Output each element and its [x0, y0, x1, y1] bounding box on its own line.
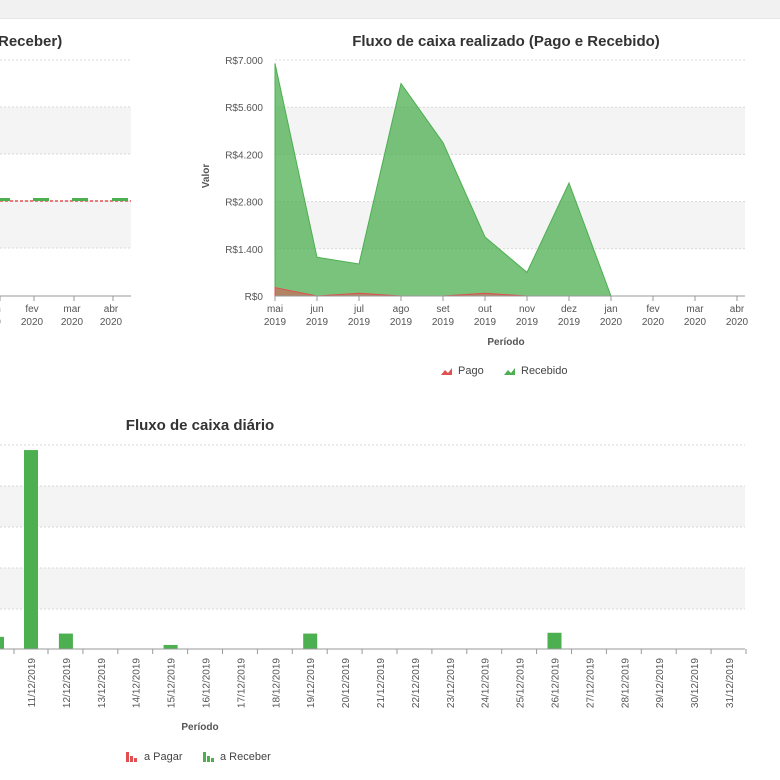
diario-x-tick-label: 28/12/2019 [620, 658, 631, 708]
bar-a-receber [303, 633, 318, 649]
realizado-x-tick-year: 2019 [390, 317, 413, 328]
diario-x-tick-label: 16/12/2019 [202, 658, 213, 708]
left-x-tick-month: mar [63, 304, 81, 315]
left-x-tick-year: 2020 [61, 317, 84, 328]
diario-chart-title: Fluxo de caixa diário [126, 417, 274, 434]
diario-x-tick-label: 13/12/2019 [97, 658, 108, 708]
realizado-x-tick-year: 2019 [264, 317, 287, 328]
realizado-chart: Fluxo de caixa realizado (Pago e Recebid… [201, 33, 749, 377]
left-x-tick-month: abr [104, 304, 119, 315]
bar-a-receber [24, 450, 38, 649]
diario-x-tick-label: 21/12/2019 [376, 658, 387, 708]
left-x-tick-year: 2020 [100, 317, 123, 328]
realizado-x-tick-month: dez [561, 304, 577, 315]
diario-chart-band [0, 568, 745, 609]
legend-label-a-receber: a Receber [220, 751, 271, 763]
bar-a-receber [58, 633, 73, 649]
diario-x-tick-label: 29/12/2019 [655, 658, 666, 708]
left-partial-chart: Receber) n 0 fev 2020 mar 2020 abr 2020 [0, 33, 131, 328]
realizado-x-tick-year: 2019 [348, 317, 371, 328]
realizado-x-tick-year: 2020 [726, 317, 749, 328]
diario-x-tick-label: 19/12/2019 [306, 658, 317, 708]
diario-gridlines [0, 444, 745, 610]
bar-a-receber [163, 644, 178, 649]
legend-label-recebido: Recebido [521, 365, 567, 377]
realizado-x-tick-month: abr [730, 304, 745, 315]
realizado-x-tick-year: 2020 [684, 317, 707, 328]
realizado-x-axis-title: Período [487, 337, 524, 348]
left-x-tick-month: n [0, 304, 1, 315]
left-chart-title: Receber) [0, 33, 62, 50]
realizado-x-tick-month: jun [309, 304, 323, 315]
diario-x-tick-label: 22/12/2019 [411, 658, 422, 708]
area-legend-icon [504, 368, 515, 375]
diario-x-tick-label: 14/12/2019 [132, 658, 143, 708]
left-chart-receber-marks [0, 198, 128, 201]
realizado-x-tick-month: fev [646, 304, 659, 315]
realizado-x-tick-month: out [478, 304, 492, 315]
realizado-y-tick: R$4.200 [225, 150, 263, 161]
diario-x-tick-label: 20/12/2019 [341, 658, 352, 708]
left-x-tick-year: 0 [0, 317, 1, 328]
realizado-x-tick-year: 2019 [474, 317, 497, 328]
legend-label-a-pagar: a Pagar [144, 751, 183, 763]
realizado-x-tick-year: 2020 [642, 317, 665, 328]
realizado-x-tick-month: nov [519, 304, 535, 315]
legend-label-pago: Pago [458, 365, 484, 377]
legend-item-pago[interactable]: Pago [441, 365, 484, 377]
diario-x-tick-label: 26/12/2019 [551, 658, 562, 708]
realizado-y-tick: R$5.600 [225, 103, 263, 114]
realizado-x-tick-year: 2019 [432, 317, 455, 328]
bar-legend-icon [203, 752, 214, 762]
bar-legend-icon [126, 752, 137, 762]
realizado-legend: Pago Recebido [441, 365, 567, 377]
diario-x-tick-label: 30/12/2019 [690, 658, 701, 708]
diario-x-tick-label: 18/12/2019 [271, 658, 282, 708]
diario-chart: Fluxo de caixa diário 11/12/2019 12/12/20… [0, 417, 747, 763]
realizado-x-tick-month: jan [603, 304, 617, 315]
diario-x-tick-label: 15/12/2019 [167, 658, 178, 708]
left-x-tick-year: 2020 [21, 317, 44, 328]
realizado-y-tick: R$7.000 [225, 56, 263, 67]
realizado-x-tick-month: mai [267, 304, 283, 315]
diario-x-tick-label: 23/12/2019 [446, 658, 457, 708]
diario-x-tick-label: 27/12/2019 [585, 658, 596, 708]
left-chart-band [0, 107, 131, 154]
realizado-x-tick-month: set [436, 304, 450, 315]
realizado-x-tick-year: 2019 [516, 317, 539, 328]
realizado-band [275, 107, 745, 155]
bar-a-receber [547, 632, 562, 649]
realizado-y-tick: R$2.800 [225, 198, 263, 209]
realizado-y-tick: R$0 [245, 292, 264, 303]
diario-chart-band [0, 486, 745, 527]
browser-top-strip [0, 0, 780, 19]
diario-x-tick-label: 31/12/2019 [725, 658, 736, 708]
realizado-band [275, 201, 745, 249]
realizado-x-tick-month: jul [353, 304, 364, 315]
diario-x-tick-label: 11/12/2019 [27, 658, 38, 708]
legend-item-a-pagar[interactable]: a Pagar [126, 751, 183, 763]
legend-item-recebido[interactable]: Recebido [504, 365, 567, 377]
diario-x-tick-label: 24/12/2019 [481, 658, 492, 708]
realizado-x-tick-month: ago [393, 304, 410, 315]
realizado-y-axis-title: Valor [201, 164, 212, 189]
realizado-y-tick: R$1.400 [225, 245, 263, 256]
area-series-recebido [274, 63, 737, 297]
diario-x-tick-label: 12/12/2019 [62, 658, 73, 708]
realizado-x-tick-month: mar [686, 304, 704, 315]
diario-x-tick-label: 17/12/2019 [236, 658, 247, 708]
diario-x-tick-label: 25/12/2019 [516, 658, 527, 708]
left-chart-band [0, 201, 131, 248]
diario-x-axis-title: Período [181, 722, 218, 733]
realizado-x-tick-year: 2019 [558, 317, 581, 328]
legend-item-a-receber[interactable]: a Receber [203, 751, 271, 763]
realizado-chart-title: Fluxo de caixa realizado (Pago e Recebid… [352, 33, 660, 50]
realizado-x-tick-year: 2020 [600, 317, 623, 328]
bar-a-receber-partial [0, 636, 4, 649]
left-x-tick-month: fev [25, 304, 38, 315]
area-legend-icon [441, 368, 452, 375]
realizado-x-tick-year: 2019 [306, 317, 329, 328]
diario-legend: a Pagar a Receber [126, 751, 271, 763]
